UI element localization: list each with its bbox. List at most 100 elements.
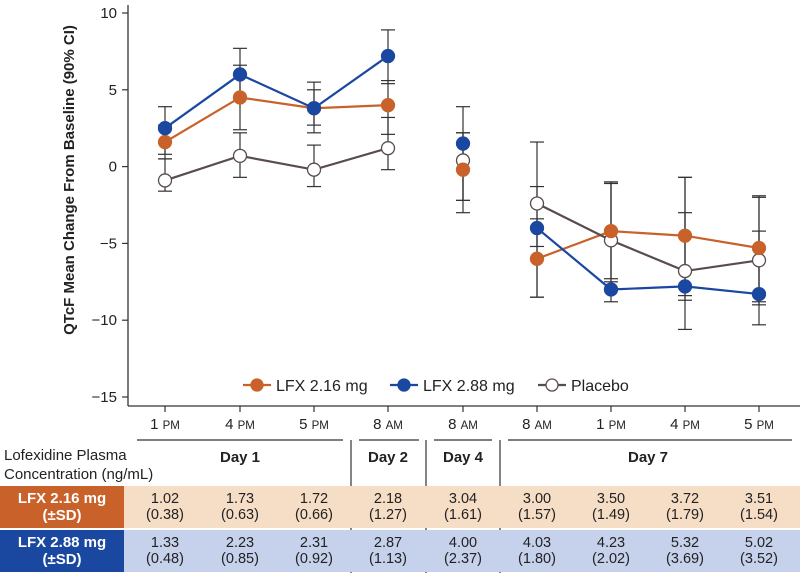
data-point-1 (529, 220, 545, 236)
cell-mean: 3.00 (522, 491, 552, 507)
cell-mean: 5.02 (744, 535, 774, 551)
cell-sd: (0.63) (221, 507, 259, 523)
x-tick-label: 4 PM (225, 416, 255, 433)
series-line-1 (164, 55, 389, 130)
row-label-sd: (±SD) (42, 507, 82, 524)
y-tick-label: 0 (109, 159, 117, 176)
x-tick-label: 5 PM (744, 416, 774, 433)
cell-sd: (1.57) (518, 507, 556, 523)
day-label-1: Day 1 (219, 449, 261, 466)
concentration-header-line2: Concentration (ng/mL) (4, 466, 154, 483)
x-tick-label: 8 AM (373, 416, 403, 433)
table-cell: 3.00 (1.57) (502, 486, 572, 528)
cell-sd: (2.37) (444, 551, 482, 567)
cell-mean: 4.03 (522, 535, 552, 551)
y-axis-label-box: QTcF Mean Change From Baseline (90% CI) (30, 25, 110, 335)
y-tick-label: −15 (92, 389, 117, 406)
cell-sd: (0.85) (221, 551, 259, 567)
series-line-2 (536, 202, 760, 273)
cell-mean: 4.23 (596, 535, 626, 551)
data-point-2 (677, 263, 693, 279)
cell-mean: 2.31 (299, 535, 329, 551)
y-tick-label: 10 (100, 5, 117, 22)
y-tick-label: −5 (100, 235, 117, 252)
legend-marker (250, 378, 264, 392)
data-point-1 (677, 279, 693, 294)
data-point-2 (232, 148, 248, 163)
data-point-0 (677, 228, 693, 243)
data-point-2 (751, 253, 767, 268)
data-point-2 (157, 173, 173, 188)
table-cell: 4.00 (2.37) (428, 530, 498, 572)
cell-mean: 1.02 (150, 491, 180, 507)
table-cell: 1.72 (0.66) (279, 486, 349, 528)
legend-label: LFX 2.88 mg (423, 378, 515, 395)
series-line-1 (536, 227, 760, 296)
y-tick-label: −10 (92, 312, 117, 329)
cell-sd: (0.66) (295, 507, 333, 523)
day-label-4: Day 4 (442, 449, 484, 466)
cell-sd: (1.54) (740, 507, 778, 523)
table-cell: 1.33 (0.48) (130, 530, 200, 572)
cell-mean: 4.00 (448, 535, 478, 551)
data-point-1 (306, 101, 322, 116)
cell-sd: (3.69) (666, 551, 704, 567)
data-point-1 (380, 48, 396, 64)
legend-marker (397, 378, 411, 392)
data-point-0 (751, 240, 767, 256)
x-tick-label: 1 PM (150, 416, 180, 433)
table-cell: 2.23 (0.85) (205, 530, 275, 572)
cell-sd: (0.48) (146, 551, 184, 567)
table-cell: 5.02 (3.52) (724, 530, 794, 572)
y-axis-label: QTcF Mean Change From Baseline (90% CI) (61, 25, 78, 335)
cell-mean: 2.87 (373, 535, 403, 551)
x-tick-label: 1 PM (596, 416, 626, 433)
row-label: LFX 2.16 mg (±SD) (0, 486, 124, 528)
table-cell: 4.03 (1.80) (502, 530, 572, 572)
table-cell: 3.04 (1.61) (428, 486, 498, 528)
data-point-1 (751, 286, 767, 302)
legend-marker (545, 378, 559, 392)
data-point-0 (455, 162, 471, 177)
table-cell: 1.73 (0.63) (205, 486, 275, 528)
row-label: LFX 2.88 mg (±SD) (0, 530, 124, 572)
data-point-1 (603, 282, 619, 297)
table-cell: 5.32 (3.69) (650, 530, 720, 572)
cell-sd: (1.79) (666, 507, 704, 523)
series-line-0 (536, 229, 760, 260)
cell-sd: (0.92) (295, 551, 333, 567)
table-cell: 2.18 (1.27) (353, 486, 423, 528)
cell-mean: 1.33 (150, 535, 180, 551)
data-point-0 (157, 134, 173, 150)
data-point-0 (603, 223, 619, 239)
x-tick-label: 8 AM (522, 416, 552, 433)
series-line-2 (164, 147, 389, 182)
x-tick-label: 4 PM (670, 416, 700, 433)
row-label-name: LFX 2.88 mg (17, 534, 107, 551)
x-tick-label: 5 PM (299, 416, 329, 433)
data-point-1 (232, 67, 248, 82)
concentration-header-line1: Lofexidine Plasma (4, 447, 127, 464)
cell-mean: 3.50 (596, 491, 626, 507)
y-tick-label: 5 (109, 82, 117, 99)
cell-sd: (3.52) (740, 551, 778, 567)
table-cell: 3.72 (1.79) (650, 486, 720, 528)
table-cell: 2.31 (0.92) (279, 530, 349, 572)
legend-label: LFX 2.16 mg (276, 378, 368, 395)
data-point-0 (380, 98, 396, 113)
data-point-1 (455, 136, 471, 151)
cell-sd: (1.80) (518, 551, 556, 567)
table-cell: 3.50 (1.49) (576, 486, 646, 528)
row-label-sd: (±SD) (42, 551, 82, 568)
data-point-2 (380, 141, 396, 156)
x-tick-label: 8 AM (448, 416, 478, 433)
cell-sd: (0.38) (146, 507, 184, 523)
data-point-0 (529, 251, 545, 266)
cell-sd: (1.61) (444, 507, 482, 523)
legend-label: Placebo (571, 378, 629, 395)
series-line-0 (164, 96, 389, 143)
data-point-2 (529, 196, 545, 211)
table-row: LFX 2.88 mg (±SD) 1.33 (0.48) 2.23 (0.85) 2.31… (0, 530, 800, 572)
table-cell: 3.51 (1.54) (724, 486, 794, 528)
